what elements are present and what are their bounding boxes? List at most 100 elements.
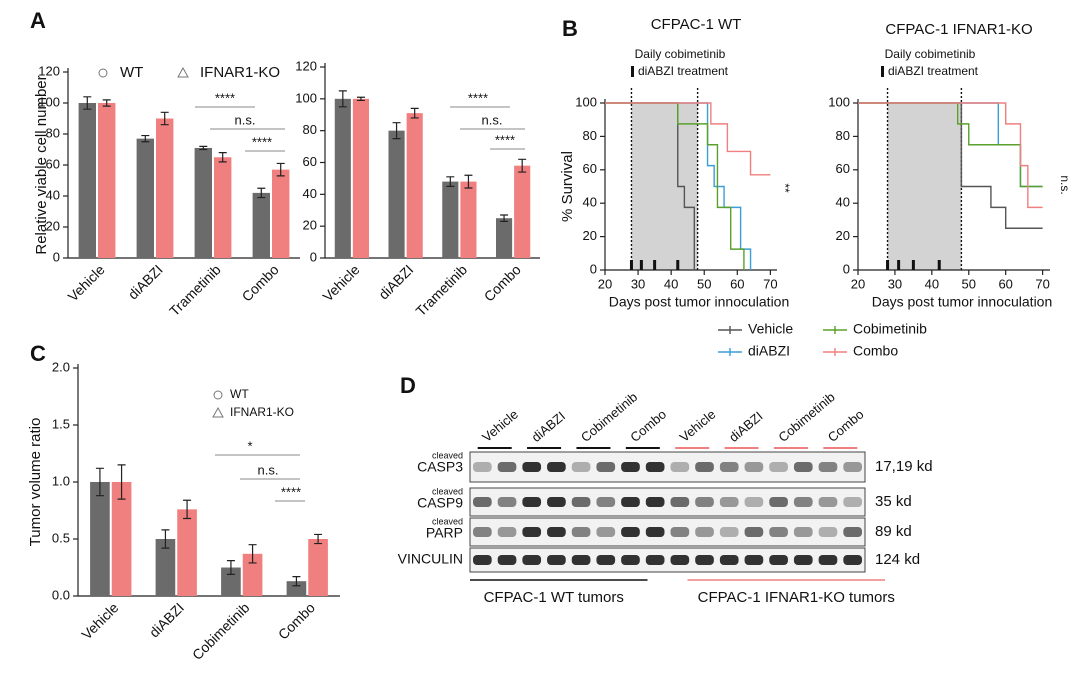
treatment-day xyxy=(886,260,890,270)
error-bar xyxy=(410,107,419,119)
band xyxy=(818,527,838,537)
band xyxy=(793,462,813,472)
bar xyxy=(136,138,154,258)
y-tick-label: 0 xyxy=(590,261,597,276)
kd-label: 17,19 kd xyxy=(875,458,933,475)
x-tick-label: Trametinib xyxy=(166,261,224,319)
error-bar xyxy=(446,176,455,187)
treatment-day xyxy=(676,260,680,270)
survival-curve xyxy=(605,102,771,176)
legend-label: diABZI xyxy=(748,343,790,359)
error-bar xyxy=(276,162,285,177)
legend-label: Cobimetinib xyxy=(853,321,927,337)
bar xyxy=(111,482,132,596)
error-bar xyxy=(160,111,169,126)
error-bar xyxy=(314,533,323,545)
annotation: diABZI treatment xyxy=(638,64,729,78)
bar xyxy=(90,482,110,596)
y-tick-label: 100 xyxy=(828,94,850,109)
band xyxy=(670,497,690,507)
row-label: CASP9 xyxy=(417,495,463,511)
error-bar xyxy=(292,576,301,587)
legend-label: WT xyxy=(120,64,143,81)
bar xyxy=(221,567,241,596)
bar xyxy=(514,165,531,258)
significance: **** xyxy=(252,134,272,149)
bar xyxy=(242,553,263,596)
treatment-day xyxy=(911,260,915,270)
x-tick-label: Combo xyxy=(239,261,282,304)
legend-label: WT xyxy=(230,387,249,401)
x-tick-label: 50 xyxy=(962,276,976,291)
band xyxy=(670,555,690,565)
x-tick-label: diABZI xyxy=(146,599,187,640)
significance: **** xyxy=(215,90,235,105)
band xyxy=(843,527,862,537)
error-bar xyxy=(356,96,365,102)
band xyxy=(843,462,862,472)
bar xyxy=(286,581,307,596)
y-tick-label: 60 xyxy=(836,161,850,176)
x-tick-label: 70 xyxy=(763,276,777,291)
x-tick-label: 60 xyxy=(730,276,744,291)
band xyxy=(596,527,616,537)
y-tick-label: 100 xyxy=(38,94,60,109)
y-tick-label: 20 xyxy=(583,228,597,243)
band xyxy=(793,555,813,565)
y-tick-label: 80 xyxy=(583,128,597,143)
error-bar xyxy=(338,90,347,108)
y-tick-label: 20 xyxy=(303,218,317,233)
panel-label: D xyxy=(400,373,416,398)
x-tick-label: 20 xyxy=(598,276,612,291)
band xyxy=(621,497,640,507)
treatment-shade xyxy=(887,103,962,270)
error-bar xyxy=(248,544,257,564)
band xyxy=(522,497,542,507)
error-bar xyxy=(117,464,126,500)
band xyxy=(571,555,591,565)
bar xyxy=(214,157,232,258)
band xyxy=(843,555,862,565)
chart-title: CFPAC-1 IFNAR1-KO xyxy=(885,21,1032,38)
band xyxy=(843,497,862,507)
error-bar xyxy=(500,214,509,222)
y-tick-label: 40 xyxy=(303,186,317,201)
x-tick-label: diABZI xyxy=(125,261,166,302)
row-label: CASP3 xyxy=(417,459,463,475)
band xyxy=(719,462,739,472)
band xyxy=(719,555,739,565)
significance: **** xyxy=(495,132,515,147)
band xyxy=(769,497,788,507)
treatment-shade xyxy=(631,103,698,270)
lane-group-label: Vehicle xyxy=(479,406,521,444)
band xyxy=(744,497,764,507)
annotation: Daily cobimetinib xyxy=(885,47,976,61)
legend-symbol xyxy=(213,390,223,400)
bar xyxy=(388,130,405,258)
legend-label: IFNAR1-KO xyxy=(230,405,294,419)
legend-label: Combo xyxy=(853,343,898,359)
band xyxy=(497,462,517,472)
error-bar xyxy=(141,134,150,143)
error-bar xyxy=(464,174,473,189)
band xyxy=(818,462,838,472)
band xyxy=(571,527,591,537)
band xyxy=(818,555,838,565)
treatment-day xyxy=(897,260,901,270)
survival-curve xyxy=(858,102,1043,188)
error-bar xyxy=(83,96,92,110)
y-tick-label: 60 xyxy=(46,156,60,171)
lane-group-label: Combo xyxy=(627,406,669,444)
annotation: diABZI treatment xyxy=(888,64,979,78)
error-bar xyxy=(161,529,170,549)
y-axis-label: Tumor volume ratio xyxy=(27,418,44,547)
legend-symbol xyxy=(823,326,847,334)
significance: n.s. xyxy=(258,462,279,477)
kd-label: 124 kd xyxy=(875,551,920,568)
y-tick-label: 0 xyxy=(53,249,60,264)
band xyxy=(621,462,640,472)
panel-label: A xyxy=(30,8,46,33)
band xyxy=(695,497,714,507)
band xyxy=(596,497,616,507)
